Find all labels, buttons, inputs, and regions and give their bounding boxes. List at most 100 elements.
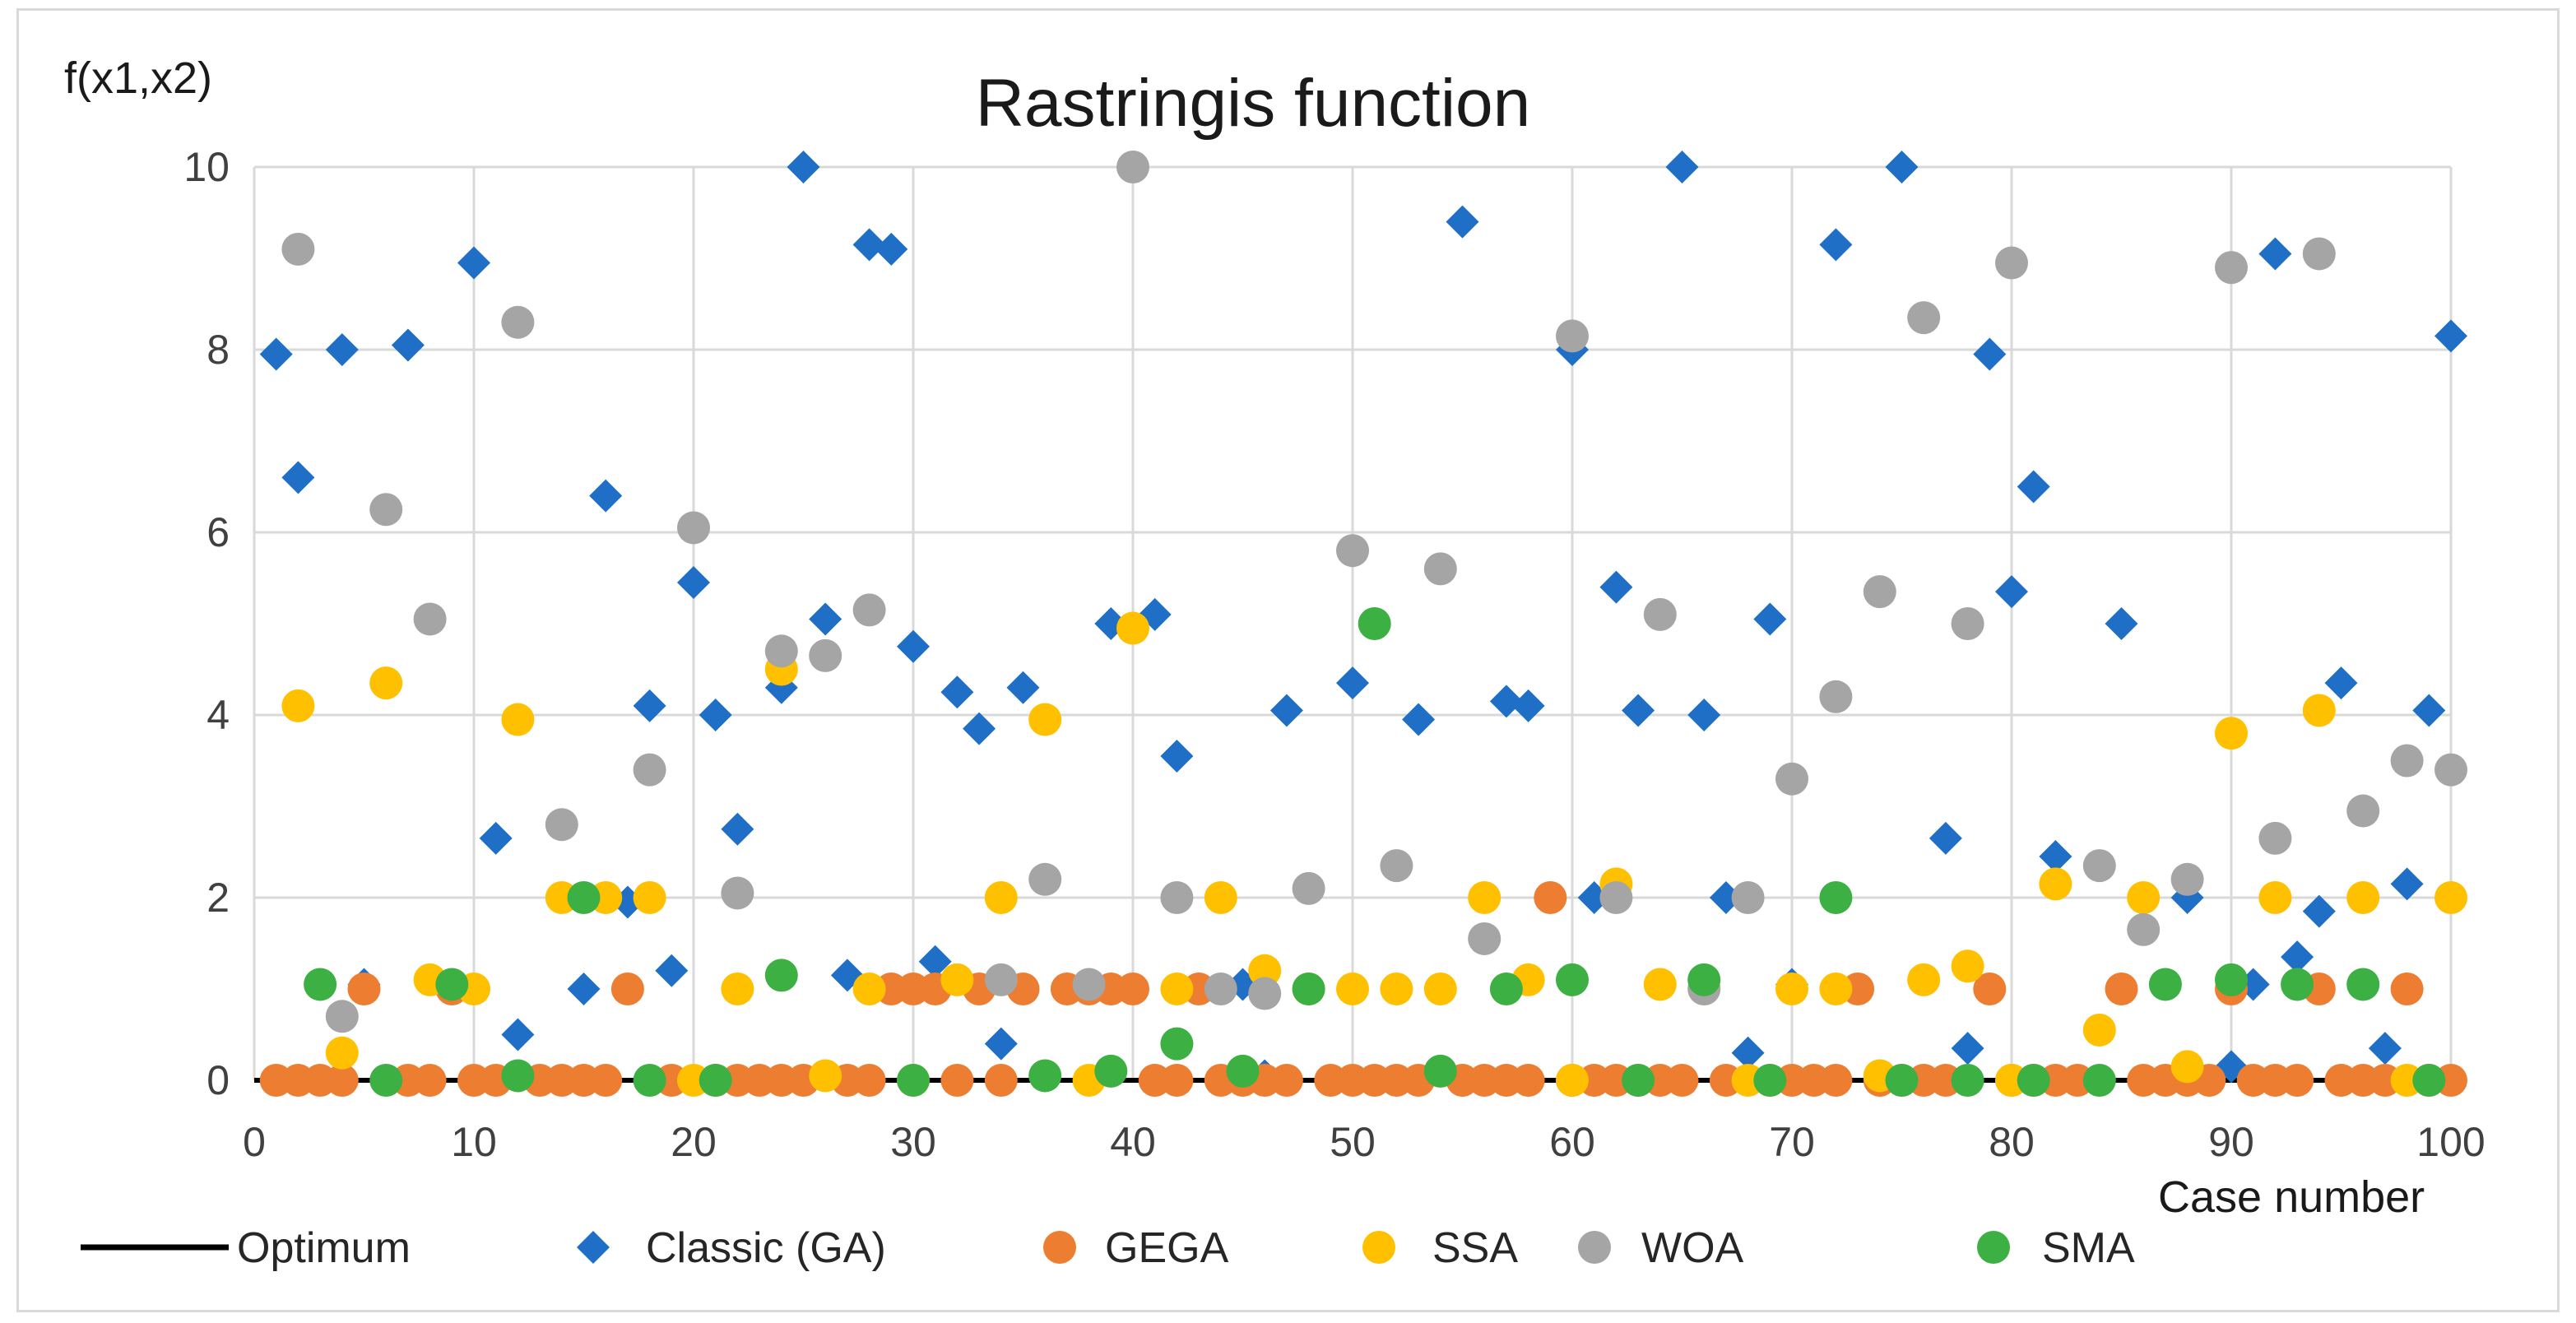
data-point-circle [2215,251,2248,285]
data-point-circle [589,1064,623,1097]
data-point-circle [984,1064,1018,1097]
data-point-circle [2170,1050,2204,1084]
data-point-circle [2127,912,2161,946]
legend-label: WOA [1641,1224,1744,1272]
data-point-circle [2039,867,2072,901]
data-point-circle [1160,881,1194,914]
series-sma [304,607,2446,1097]
series-ssa [281,611,2467,1097]
legend-entry: WOA [1578,1224,1744,1272]
data-point-circle [1028,862,1062,896]
legend-marker-circle [1578,1231,1611,1264]
data-point-circle [2258,881,2292,914]
data-point-circle [1380,973,1413,1005]
data-point-circle [325,1064,359,1097]
data-point-diamond [1687,699,1721,731]
data-point-circle [369,1064,403,1097]
data-point-diamond [457,246,490,280]
data-point-circle [1665,1064,1699,1097]
data-point-circle [2346,794,2380,828]
data-point-circle [1599,881,1633,914]
data-point-circle [2434,881,2467,914]
data-point-circle [2105,973,2138,1005]
data-point-diamond [1006,671,1040,704]
data-point-circle [281,689,315,722]
data-point-diamond [852,228,886,262]
x-axis-label: Case number [2158,1172,2425,1222]
data-points [254,151,2467,1097]
data-point-circle [1269,1064,1303,1097]
data-point-diamond [1336,666,1369,700]
data-point-circle [852,593,886,627]
legend: Optimum Classic (GA) GEGA SSA WOA SMA [81,1224,2135,1272]
data-point-diamond [918,945,952,978]
data-point-circle [633,753,666,787]
data-point-circle [2346,881,2380,914]
data-point-circle [2281,968,2314,1001]
x-tick-label: 90 [2208,1119,2254,1165]
data-point-circle [1160,973,1194,1005]
data-point-circle [1160,1027,1194,1061]
data-point-diamond [567,973,601,1005]
data-point-circle [325,1000,359,1033]
data-point-circle [325,1036,359,1070]
y-tick-label: 6 [207,509,230,555]
data-point-circle [2258,821,2292,855]
data-point-circle [501,1059,535,1093]
data-point-circle [2017,1064,2050,1097]
rastringis-chart: Rastringis function f(x1,x2) Case number… [64,53,2485,1272]
data-point-circle [1423,1054,1457,1088]
legend-label: SMA [2042,1224,2135,1272]
data-point-diamond [787,151,820,183]
data-point-circle [721,876,754,910]
data-point-diamond [1665,151,1699,183]
data-point-diamond [1951,1032,1984,1065]
data-point-diamond [2390,867,2424,901]
x-tick-label: 60 [1549,1119,1595,1165]
data-point-circle [1336,534,1369,568]
data-point-circle [1819,680,1853,713]
data-point-circle [677,511,710,545]
data-point-circle [369,666,403,700]
data-point-circle [633,881,666,914]
data-point-diamond [1973,337,2007,371]
data-point-diamond [1402,703,1436,736]
legend-label: SSA [1432,1224,1518,1272]
data-point-circle [1116,611,1149,645]
data-point-circle [1973,973,2007,1005]
data-point-circle [897,1064,930,1097]
data-point-diamond [1489,685,1523,718]
data-point-circle [764,634,798,668]
data-point-diamond [589,479,623,513]
data-point-circle [2434,753,2467,787]
data-point-diamond [1995,575,2028,609]
data-point-circle [764,959,798,992]
data-point-diamond [1622,694,1655,727]
data-point-diamond [721,812,754,846]
legend-marker-diamond [577,1231,610,1264]
data-point-diamond [1753,602,1787,636]
data-point-circle [721,973,754,1005]
y-tick-label: 4 [207,692,230,738]
data-point-circle [1358,607,1391,640]
legend-entry: SSA [1362,1224,1518,1272]
data-point-diamond [963,712,996,745]
data-point-circle [1775,973,1808,1005]
data-point-circle [1204,881,1237,914]
data-point-diamond [809,602,842,636]
data-point-circle [1819,973,1853,1005]
data-point-diamond [1929,821,1962,855]
data-point-circle [2082,849,2116,883]
data-point-circle [984,963,1018,996]
legend-entry: Optimum [81,1224,411,1272]
data-point-diamond [2281,940,2314,974]
data-point-circle [1643,968,1677,1001]
data-point-diamond [325,333,359,366]
x-tick-label: 50 [1330,1119,1376,1165]
data-point-circle [610,973,644,1005]
legend-entry: GEGA [1043,1224,1229,1272]
x-tick-label: 0 [243,1119,266,1165]
data-point-circle [1556,1064,1589,1097]
data-point-circle [2346,968,2380,1001]
data-point-circle [435,968,469,1001]
